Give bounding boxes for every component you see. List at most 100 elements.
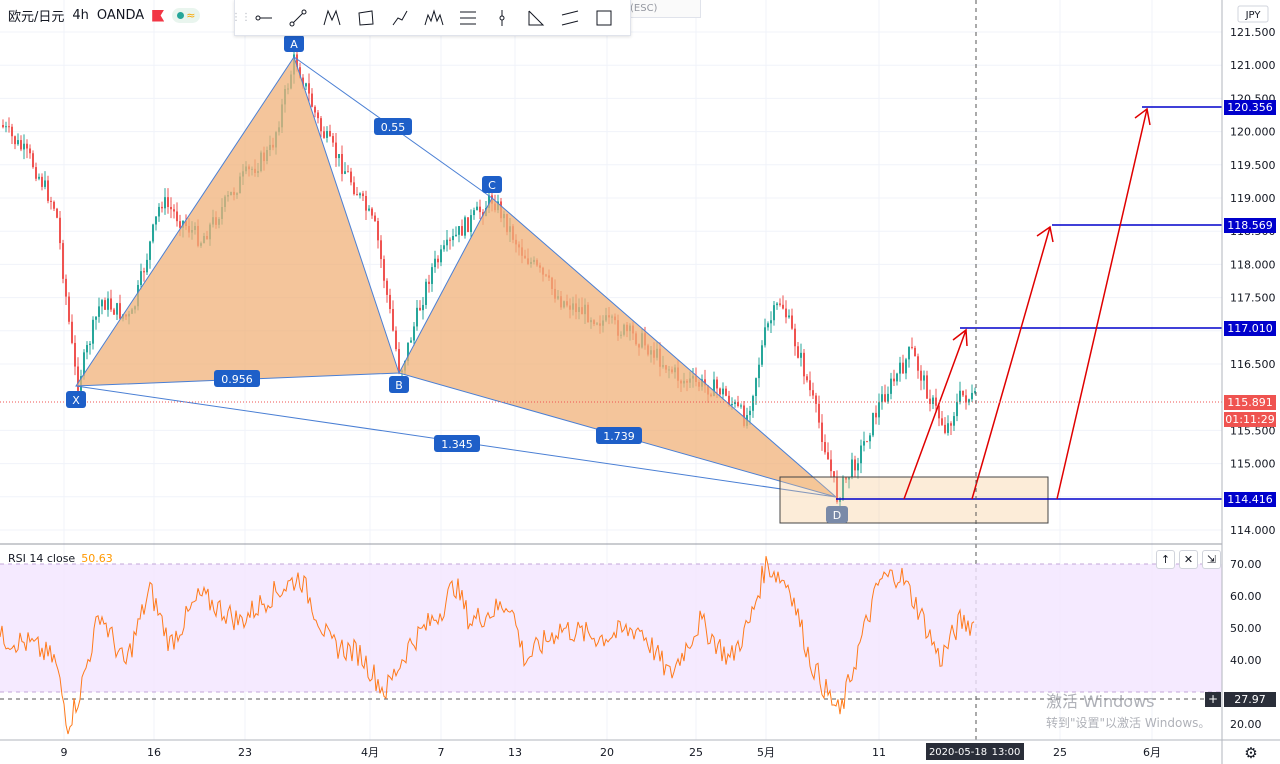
time-tick-label: 11	[872, 746, 886, 759]
candle-body	[308, 83, 310, 94]
candle-body	[467, 217, 469, 232]
candle-body	[941, 418, 943, 425]
candle-body	[440, 249, 442, 263]
candle-body	[449, 239, 451, 241]
candle-body	[839, 499, 841, 502]
candle-body	[878, 402, 880, 418]
move-pane-up-icon[interactable]: ↑	[1156, 550, 1175, 569]
candle-body	[938, 405, 940, 419]
rsi-label: RSI 14 close	[8, 552, 76, 565]
candle-body	[164, 197, 166, 209]
horizontal-ray-icon[interactable]	[247, 1, 281, 35]
polygon-icon[interactable]	[587, 1, 621, 35]
candle-body	[725, 388, 727, 396]
candle-body	[737, 402, 739, 407]
svg-text:X: X	[72, 394, 80, 407]
maximize-pane-icon[interactable]: ⇲	[1202, 550, 1221, 569]
svg-text:01:11:29: 01:11:29	[1225, 413, 1274, 426]
candle-body	[11, 126, 13, 137]
path-icon[interactable]	[383, 1, 417, 35]
triangle-pattern-icon[interactable]	[519, 1, 553, 35]
candle-body	[716, 379, 718, 389]
candle-body	[377, 221, 379, 241]
candle-body	[863, 441, 865, 446]
candle-body	[743, 405, 745, 426]
candle-body	[875, 412, 877, 418]
candle-body	[827, 452, 829, 460]
candle-body	[764, 327, 766, 346]
time-axis[interactable]: 9 16 23 4月 7 13 20 25 5月 11 25 6月 2020-05-18 13:00	[61, 743, 1162, 760]
candle-body	[101, 300, 103, 307]
price-tick-label: 119.000	[1230, 192, 1276, 205]
svg-text:0.956: 0.956	[221, 373, 253, 386]
candle-body	[434, 258, 436, 268]
projection-arrows[interactable]	[903, 107, 1151, 500]
candle-body	[782, 304, 784, 309]
market-open-icon	[177, 12, 185, 19]
candle-body	[428, 281, 430, 284]
rsi-legend[interactable]: RSI 14 close 50.63	[8, 552, 113, 565]
candle-body	[959, 390, 961, 402]
candle-body	[5, 126, 7, 128]
rsi-tick-label: 70.00	[1230, 558, 1262, 571]
elliott-wave-icon[interactable]	[417, 1, 451, 35]
time-tick-label: 23	[238, 746, 252, 759]
currency-badge: JPY	[1237, 5, 1269, 23]
candle-body	[920, 370, 922, 381]
price-tick-label: 114.000	[1230, 524, 1276, 537]
symbol-interval: 4h	[72, 8, 89, 23]
parallel-channel-icon[interactable]	[553, 1, 587, 35]
symbol-legend[interactable]: 欧元/日元 4h OANDA ≈	[8, 6, 201, 25]
candle-body	[146, 259, 148, 273]
entry-zone-box[interactable]	[779, 476, 1049, 524]
escape-hint: (ESC)	[629, 0, 701, 18]
arrow-1-head	[952, 328, 968, 347]
time-tick-label: 6月	[1143, 746, 1161, 759]
price-tick-label: 117.500	[1230, 292, 1276, 305]
fib-retracement-icon[interactable]	[451, 1, 485, 35]
candle-body	[116, 303, 118, 315]
time-tick-label: 5月	[757, 746, 775, 759]
candle-body	[704, 379, 706, 386]
candle-body	[74, 342, 76, 367]
trend-line-icon[interactable]	[281, 1, 315, 35]
candle-body	[437, 258, 439, 263]
harmonic-pattern[interactable]	[75, 55, 837, 498]
rectangle-icon[interactable]	[349, 1, 383, 35]
candle-body	[761, 345, 763, 365]
candle-body	[56, 208, 58, 218]
pattern-point-labels[interactable]: X A B C D 0.956 0.55 1.739 1.345	[66, 35, 848, 523]
candle-body	[452, 235, 454, 241]
close-pane-icon[interactable]: ✕	[1179, 550, 1198, 569]
drag-handle-icon[interactable]: ⋮⋮	[231, 12, 251, 23]
svg-text:120.356: 120.356	[1227, 101, 1273, 114]
rsi-tick-label: 60.00	[1230, 590, 1262, 603]
candle-body	[785, 308, 787, 318]
candle-body	[77, 366, 79, 391]
price-tick-label: 115.500	[1230, 424, 1276, 437]
candle-body	[398, 349, 400, 373]
candle-body	[47, 180, 49, 201]
candle-body	[905, 359, 907, 374]
target-lines[interactable]	[836, 106, 1222, 500]
time-tick-label: 16	[147, 746, 161, 759]
candle-body	[809, 380, 811, 391]
point-c-label: C	[482, 176, 502, 193]
market-status-badge[interactable]: ≈	[172, 8, 201, 23]
svg-text:13:00: 13:00	[992, 747, 1021, 758]
candle-body	[791, 315, 793, 329]
candle-body	[413, 326, 415, 341]
flag-icon[interactable]	[152, 9, 165, 22]
candle-body	[14, 136, 16, 145]
settings-gear-icon[interactable]: ⚙	[1244, 744, 1258, 762]
candle-body	[887, 393, 889, 402]
candle-body	[896, 373, 898, 382]
vertical-line-icon[interactable]	[485, 1, 519, 35]
xabcd-pattern-icon[interactable]	[315, 1, 349, 35]
drawing-toolbar: ⋮⋮	[231, 0, 631, 36]
candle-body	[374, 215, 376, 222]
svg-text:+: +	[1208, 692, 1218, 706]
svg-text:118.569: 118.569	[1227, 219, 1273, 232]
